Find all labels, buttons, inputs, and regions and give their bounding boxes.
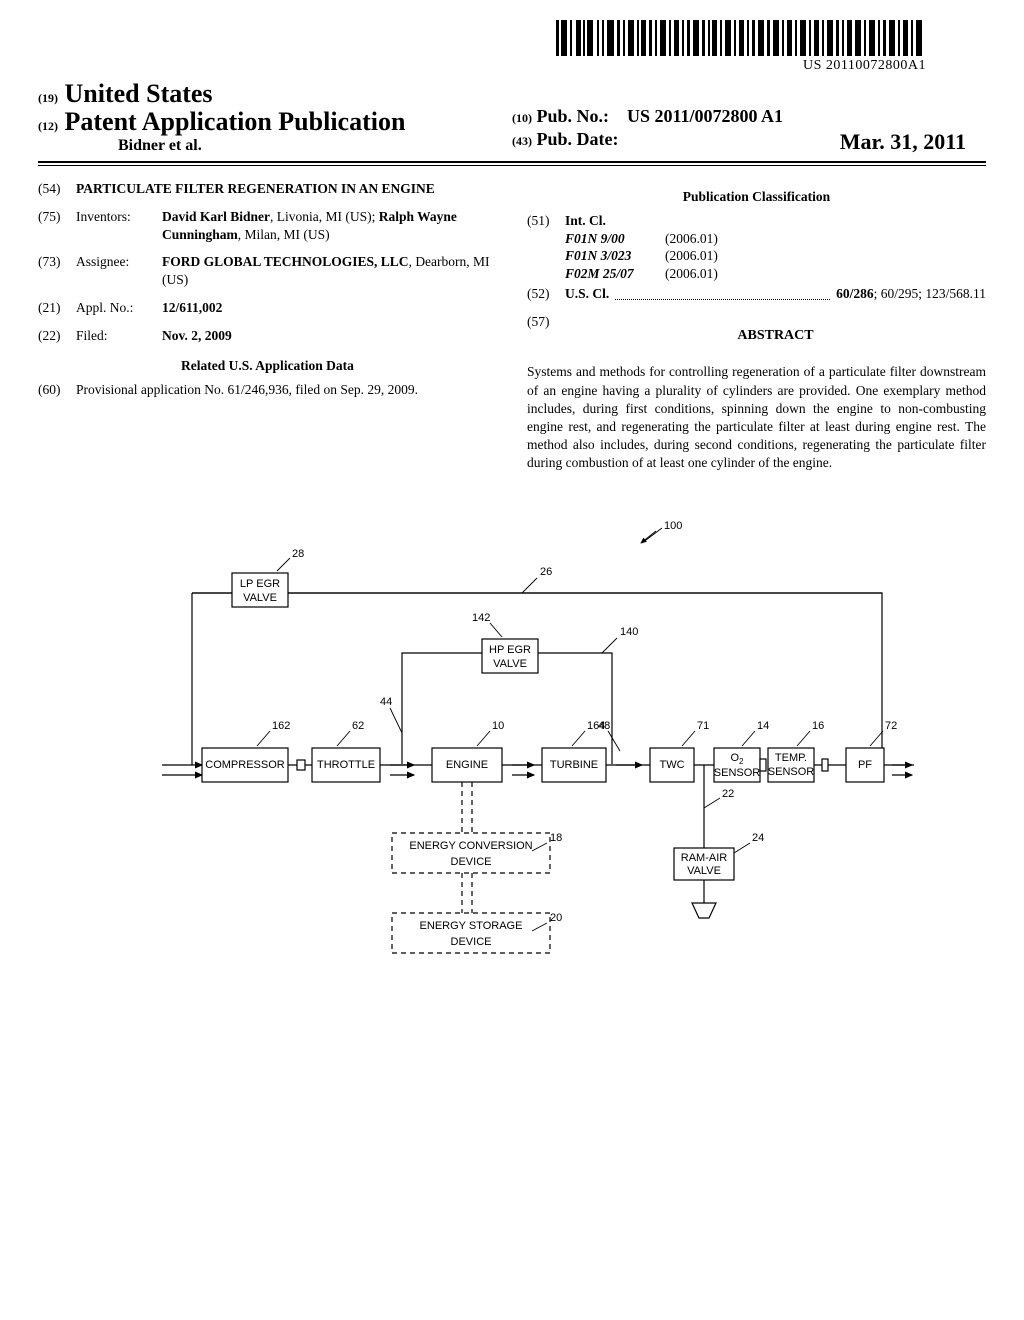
ref-10: 10 (492, 720, 504, 732)
ref-18: 18 (550, 832, 562, 844)
ref-44: 44 (380, 696, 392, 708)
ecd-1: ENERGY CONVERSION (409, 840, 532, 852)
ref-20: 20 (550, 912, 562, 924)
code-52: (52) (527, 285, 565, 303)
ref-162: 162 (272, 720, 290, 732)
figure-wrap: 100 26 LP EGR VALVE 28 140 HP EGR VALVE … (38, 513, 986, 1033)
code-60: (60) (38, 381, 76, 399)
hp-egr-2: VALVE (493, 658, 527, 670)
code-10: (10) (512, 111, 532, 125)
code-73: (73) (38, 253, 76, 289)
assignee-name: FORD GLOBAL TECHNOLOGIES, LLC (162, 254, 409, 269)
cl1: F01N 9/00 (565, 230, 665, 248)
barcode: US 20110072800A1 (556, 20, 926, 74)
code-12: (12) (38, 119, 58, 133)
throttle: THROTTLE (317, 759, 375, 771)
lp-egr-2: VALVE (243, 592, 277, 604)
ref-142: 142 (472, 612, 490, 624)
code-43: (43) (512, 134, 532, 148)
authors: Bidner et al. (118, 137, 512, 155)
code-57: (57) (527, 313, 565, 353)
barcode-text: US 20110072800A1 (556, 58, 926, 74)
ref-72: 72 (885, 720, 897, 732)
code-19: (19) (38, 91, 58, 105)
cl3: F02M 25/07 (565, 265, 665, 283)
hp-egr-1: HP EGR (489, 644, 531, 656)
code-22: (22) (38, 327, 76, 345)
cl3v: (2006.01) (665, 265, 718, 283)
assignee-label: Assignee: (76, 253, 162, 289)
lp-egr-1: LP EGR (240, 578, 280, 590)
code-51: (51) (527, 212, 565, 283)
cl1v: (2006.01) (665, 230, 718, 248)
rule-thin (38, 165, 986, 166)
inventors: David Karl Bidner, Livonia, MI (US); Ral… (162, 208, 497, 244)
barcode-svg (556, 20, 926, 56)
ref-28: 28 (292, 548, 304, 560)
cl2v: (2006.01) (665, 247, 718, 265)
abstract-head: ABSTRACT (565, 327, 986, 345)
ref-14: 14 (757, 720, 769, 732)
pf: PF (858, 759, 872, 771)
ref-48: 48 (598, 720, 610, 732)
inventor-1: David Karl Bidner (162, 209, 270, 224)
ram-1: RAM-AIR (681, 852, 728, 864)
ref-62: 62 (352, 720, 364, 732)
uscl: 60/286; 60/295; 123/568.11 (836, 285, 986, 303)
ecd-2: DEVICE (451, 856, 492, 868)
uscl-lead: 60/286 (836, 286, 874, 301)
abstract-body: Systems and methods for controlling rege… (527, 363, 986, 472)
intcl-label: Int. Cl. (565, 213, 606, 228)
figure-svg: 100 26 LP EGR VALVE 28 140 HP EGR VALVE … (102, 513, 922, 1033)
barcode-block: US 20110072800A1 (38, 20, 926, 74)
pubno: US 2011/0072800 A1 (627, 106, 783, 126)
twc: TWC (659, 759, 684, 771)
pubclass-head: Publication Classification (527, 188, 986, 206)
ref-24: 24 (752, 832, 764, 844)
ref-26: 26 (540, 566, 552, 578)
turbine: TURBINE (550, 759, 598, 771)
pubdate: Mar. 31, 2011 (840, 129, 966, 155)
biblio: (54) PARTICULATE FILTER REGENERATION IN … (38, 180, 986, 473)
code-21: (21) (38, 299, 76, 317)
code-75: (75) (38, 208, 76, 244)
ram-2: VALVE (687, 865, 721, 877)
col-right: Publication Classification (51) Int. Cl.… (527, 180, 986, 473)
compressor: COMPRESSOR (205, 759, 285, 771)
engine: ENGINE (446, 759, 488, 771)
pub-type: Patent Application Publication (65, 107, 406, 136)
assignee: FORD GLOBAL TECHNOLOGIES, LLC, Dearborn,… (162, 253, 497, 289)
appl-label: Appl. No.: (76, 299, 162, 317)
col-left: (54) PARTICULATE FILTER REGENERATION IN … (38, 180, 497, 473)
pubno-label: Pub. No.: (537, 106, 610, 126)
country: United States (65, 79, 213, 108)
inv2-loc: , Milan, MI (US) (238, 227, 330, 242)
esd-1: ENERGY STORAGE (420, 920, 523, 932)
related-head: Related U.S. Application Data (38, 357, 497, 375)
esd-2: DEVICE (451, 936, 492, 948)
inv1-loc: , Livonia, MI (US); (270, 209, 379, 224)
ref-140: 140 (620, 626, 638, 638)
rule-heavy (38, 161, 986, 163)
inventors-label: Inventors: (76, 208, 162, 244)
ref-22: 22 (722, 788, 734, 800)
cl2: F01N 3/023 (565, 247, 665, 265)
ref-71: 71 (697, 720, 709, 732)
uscl-label: U.S. Cl. (565, 286, 609, 301)
title: PARTICULATE FILTER REGENERATION IN AN EN… (76, 180, 497, 198)
uscl-dots (615, 289, 830, 300)
appl-no: 12/611,002 (162, 300, 222, 315)
filed-label: Filed: (76, 327, 162, 345)
related-text: Provisional application No. 61/246,936, … (76, 381, 497, 399)
temp-1: TEMP. (775, 752, 807, 764)
temp-2: SENSOR (768, 766, 815, 778)
filed-date: Nov. 2, 2009 (162, 328, 232, 343)
ref-100: 100 (664, 520, 682, 532)
code-54: (54) (38, 180, 76, 198)
pubdate-label: Pub. Date: (537, 129, 619, 149)
o2-sensor: SENSOR (714, 767, 761, 779)
header: (19) United States (12) Patent Applicati… (38, 78, 986, 155)
ref-16: 16 (812, 720, 824, 732)
